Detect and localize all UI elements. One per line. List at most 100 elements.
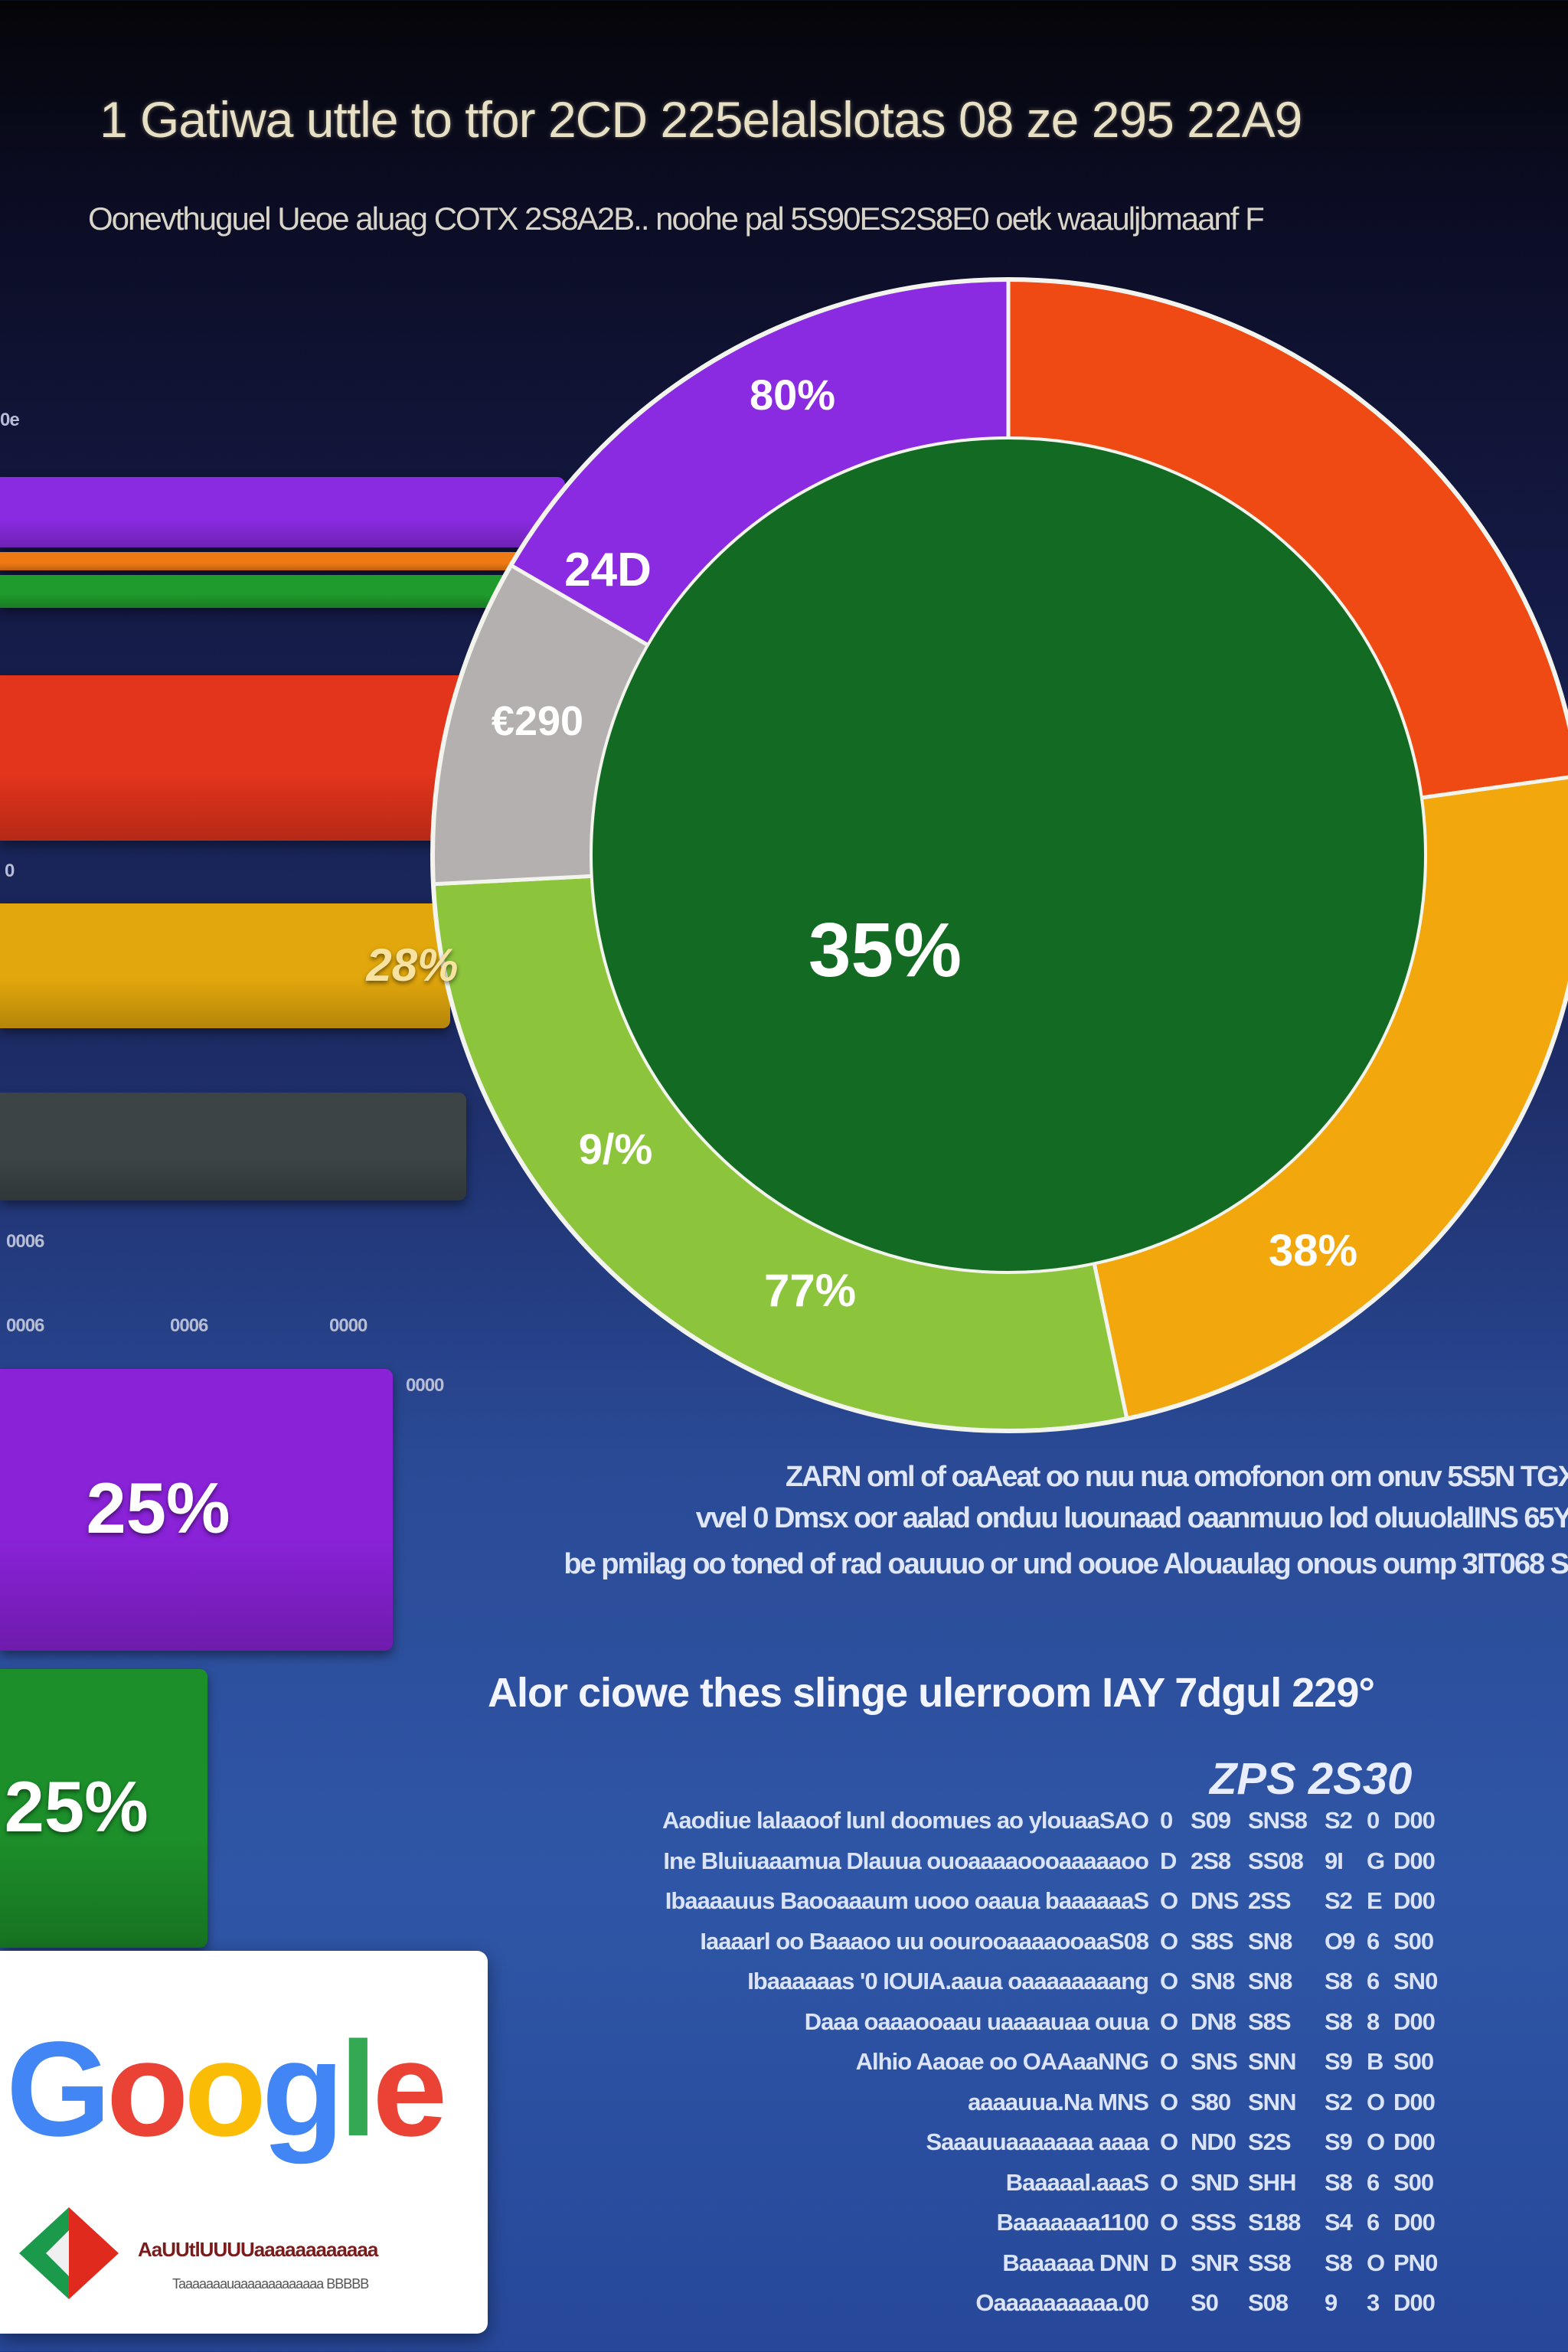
card-subcaption: Taaaaaaauaaaaaaaaaaaaa BBBBB bbox=[172, 2276, 369, 2292]
row-value: O bbox=[1367, 2249, 1385, 2276]
row-value: SSS bbox=[1191, 2209, 1236, 2236]
row-value: E bbox=[1367, 1887, 1383, 1914]
bar-yellow bbox=[0, 903, 451, 1028]
row-value: S80 bbox=[1191, 2088, 1231, 2115]
bar-purple-large bbox=[0, 1369, 393, 1651]
row-value: O bbox=[1160, 2088, 1178, 2115]
table-row: Baaaaaa DNN D SNR SS8 S8 O PN0 bbox=[0, 2249, 1485, 2288]
logo-letter: e bbox=[372, 2014, 447, 2164]
bar-gray bbox=[0, 1093, 466, 1200]
bar-green-large bbox=[0, 1669, 207, 1948]
row-value: D00 bbox=[1393, 2088, 1436, 2115]
pie-label: 24D bbox=[564, 544, 652, 596]
table-row: Daaa oaaaooaau uaaaauaa ouua O DN8 S8S S8 8 D0… bbox=[0, 2008, 1485, 2047]
google-logo: Google bbox=[6, 2012, 447, 2167]
row-label: Baaaaaaa1100 bbox=[996, 2209, 1149, 2236]
row-value: SND bbox=[1191, 2168, 1239, 2196]
row-value: S09 bbox=[1191, 1807, 1231, 1834]
row-value: S00 bbox=[1393, 2048, 1434, 2075]
row-label: aaaauua.Na MNS bbox=[968, 2088, 1149, 2115]
row-label: Saaauuaaaaaaa aaaa bbox=[926, 2128, 1149, 2155]
logo-letter: g bbox=[261, 2014, 344, 2164]
row-value: S08 bbox=[1248, 2289, 1289, 2316]
section-heading: Alor ciowe thes slinge ulerroom IAY 7dgu… bbox=[488, 1670, 1375, 1716]
row-value: S2 bbox=[1325, 1887, 1353, 1914]
row-value: ND0 bbox=[1191, 2128, 1236, 2155]
row-value: 6 bbox=[1367, 1927, 1380, 1955]
tick-label: 0006 bbox=[170, 1315, 208, 1336]
table-row: Ibaaaauus Baooaaaum uooo oaaua baaaaaaS O… bbox=[0, 1887, 1485, 1926]
bar-purple bbox=[0, 477, 565, 547]
row-value: G bbox=[1367, 1847, 1385, 1874]
paragraph-line: be pmilag oo toned of rad oauuuo or und … bbox=[564, 1548, 1568, 1580]
row-value: O bbox=[1367, 2088, 1385, 2115]
row-value: B bbox=[1367, 2048, 1383, 2075]
row-value: S9 bbox=[1325, 2128, 1353, 2155]
infographic-subtitle: Oonevthuguel Ueoe aluag COTX 2S8A2B.. no… bbox=[88, 201, 1265, 237]
row-value: S188 bbox=[1248, 2209, 1301, 2236]
row-value: O bbox=[1160, 1927, 1178, 1955]
infographic-title: 1 Gatiwa uttle to tfor 2CD 225elalslotas… bbox=[100, 91, 1302, 148]
row-value: S8 bbox=[1325, 2249, 1353, 2276]
row-value: S2 bbox=[1325, 1807, 1353, 1834]
row-value: D00 bbox=[1393, 2007, 1436, 2035]
table-row: Oaaaaaaaaaa.00 S0 S08 9 3 D00 bbox=[0, 2289, 1485, 2328]
bar-green bbox=[0, 575, 518, 608]
row-value: S9 bbox=[1325, 2048, 1353, 2075]
table-row: Baaaaaaa1100 O SSS S188 S4 6 D00 bbox=[0, 2209, 1485, 2247]
row-value: SHH bbox=[1248, 2168, 1296, 2196]
google-card: Google AaUUtlUUUUaaaaaaaaaaaa Taaaaaaaua… bbox=[0, 1951, 488, 2334]
pie-label: 38% bbox=[1269, 1226, 1357, 1276]
diamond-logo-icon bbox=[19, 2207, 119, 2299]
row-value: SS08 bbox=[1248, 1847, 1304, 1874]
pie-outline bbox=[430, 277, 1568, 1433]
row-value: D00 bbox=[1393, 2209, 1436, 2236]
row-value: D00 bbox=[1393, 1847, 1436, 1874]
row-value: PN0 bbox=[1393, 2249, 1438, 2276]
row-label: Ibaaaauus Baooaaaum uooo oaaua baaaaaaS bbox=[665, 1887, 1149, 1914]
row-value: 3 bbox=[1367, 2289, 1380, 2316]
row-value: O bbox=[1160, 1887, 1178, 1914]
row-value: 6 bbox=[1367, 1968, 1380, 1994]
table-header: ZPS 2S30 bbox=[1210, 1754, 1413, 1804]
row-value: 9I bbox=[1325, 1847, 1344, 1874]
row-value: SN8 bbox=[1191, 1968, 1235, 1994]
pie-label: €290 bbox=[492, 698, 583, 744]
logo-letter: o bbox=[184, 2014, 266, 2164]
pie-label: 80% bbox=[750, 371, 835, 419]
row-label: Daaa oaaaooaau uaaaauaa ouua bbox=[804, 2007, 1149, 2035]
bar-value-label: 25% bbox=[4, 1766, 149, 1847]
row-value: 2S8 bbox=[1191, 1847, 1231, 1874]
tick-label: 0000 bbox=[406, 1375, 444, 1396]
row-value: D00 bbox=[1393, 1807, 1436, 1834]
row-value: O bbox=[1367, 2128, 1385, 2155]
row-value: O bbox=[1160, 2048, 1178, 2075]
row-label: Baaaaaa DNN bbox=[1002, 2249, 1149, 2276]
row-value: 9 bbox=[1325, 2289, 1338, 2316]
row-label: Aaodiue lalaaoof lunl doomues ao ylouaaS… bbox=[662, 1807, 1149, 1834]
row-value: SNR bbox=[1191, 2249, 1239, 2276]
bar-red bbox=[0, 675, 479, 841]
row-value: 6 bbox=[1367, 2209, 1380, 2236]
paragraph-line: vvel 0 Dmsx oor aalad onduu luounaad oaa… bbox=[695, 1502, 1568, 1534]
pie-center-disc bbox=[590, 436, 1427, 1274]
row-value: 8 bbox=[1367, 2007, 1380, 2035]
row-value: S8 bbox=[1325, 1968, 1353, 1994]
tick-label: 0000 bbox=[329, 1315, 368, 1336]
row-label: Alhio Aaoae oo OAAaaNNG bbox=[855, 2048, 1149, 2075]
row-value: S2S bbox=[1248, 2128, 1292, 2155]
row-label: Baaaaal.aaaS bbox=[1005, 2168, 1149, 2196]
table-row: Ine Bluiuaaamua Dlauua ouoaaaaoooaaaaaoo… bbox=[0, 1847, 1485, 1886]
row-value: 2SS bbox=[1248, 1887, 1292, 1914]
pie-label: 77% bbox=[764, 1265, 856, 1316]
row-value: D00 bbox=[1393, 1887, 1436, 1914]
row-value: S00 bbox=[1393, 1927, 1434, 1955]
row-value: SNN bbox=[1248, 2048, 1296, 2075]
row-value: O9 bbox=[1325, 1927, 1355, 1955]
bar-value-label: 28% bbox=[366, 939, 459, 991]
row-value: S4 bbox=[1325, 2209, 1353, 2236]
row-value: S8S bbox=[1248, 2007, 1292, 2035]
row-value: O bbox=[1160, 2209, 1178, 2236]
row-label: Iaaaarl oo Baaaoo uu oourooaaaaooaaS08 bbox=[700, 1927, 1149, 1955]
table-row: Saaauuaaaaaaa aaaa O ND0 S2S S9 O D00 bbox=[0, 2128, 1485, 2167]
